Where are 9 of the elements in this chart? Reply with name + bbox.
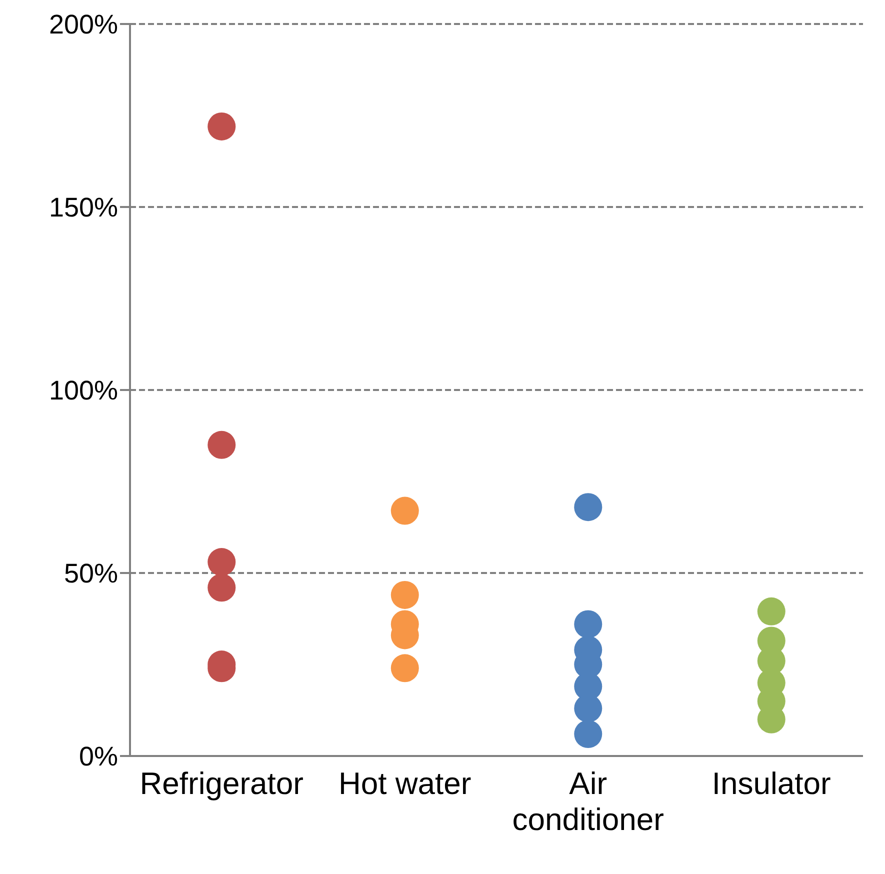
x-tick-label: Insulator xyxy=(712,766,831,801)
x-tick-label: Air conditioner xyxy=(512,766,664,837)
x-tick-label: Hot water xyxy=(338,766,472,801)
y-tick-label: 100% xyxy=(48,376,118,406)
y-tick-label: 150% xyxy=(48,192,118,223)
y-tick-label: 50% xyxy=(64,558,118,589)
y-tick-label: 0% xyxy=(78,742,118,772)
y-tick-label: 200% xyxy=(48,10,118,40)
x-tick-label: Refrigerator xyxy=(140,766,304,801)
